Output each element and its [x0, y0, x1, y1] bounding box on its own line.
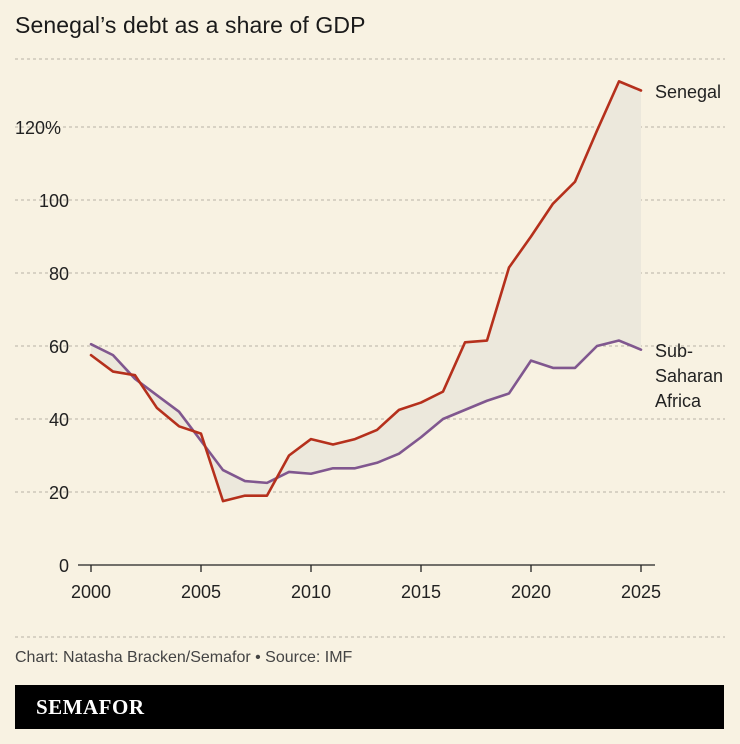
- series-label-line: Sub-: [655, 341, 693, 361]
- series-labels: Senegal Sub- Saharan Africa: [655, 82, 723, 411]
- gap-fill-area: [91, 81, 641, 502]
- series-label-line: Africa: [655, 391, 702, 411]
- y-tick-label: 20: [49, 483, 69, 503]
- x-tick-label: 2015: [401, 582, 441, 602]
- series-line-ssa: [89, 339, 643, 485]
- x-tick-label: 2005: [181, 582, 221, 602]
- series-label-line: Saharan: [655, 366, 723, 386]
- chart-credit: Chart: Natasha Bracken/Semafor • Source:…: [15, 649, 353, 666]
- y-tick-label: 120%: [15, 118, 61, 138]
- series-lines: [89, 80, 643, 503]
- x-tick-label: 2010: [291, 582, 331, 602]
- brand-logo: SEMAFOR: [36, 695, 145, 719]
- y-tick-label: 0: [59, 556, 69, 576]
- brand-bar: SEMAFOR: [15, 685, 724, 729]
- series-label-senegal: Senegal: [655, 82, 721, 102]
- axes: 2000 2005 2010 2015 2020 2025 0 20 40 60 80 100 120%: [15, 118, 661, 602]
- gridlines: [15, 58, 725, 638]
- y-tick-label: 60: [49, 337, 69, 357]
- x-tick-label: 2020: [511, 582, 551, 602]
- x-tick-label: 2000: [71, 582, 111, 602]
- y-tick-label: 40: [49, 410, 69, 430]
- x-tick-label: 2025: [621, 582, 661, 602]
- y-tick-label: 80: [49, 264, 69, 284]
- chart-title: Senegal’s debt as a share of GDP: [15, 12, 366, 38]
- y-tick-label: 100: [39, 191, 69, 211]
- gap-area: [91, 81, 641, 502]
- series-label-ssa: Sub- Saharan Africa: [655, 341, 723, 411]
- series-line-senegal: [89, 80, 643, 503]
